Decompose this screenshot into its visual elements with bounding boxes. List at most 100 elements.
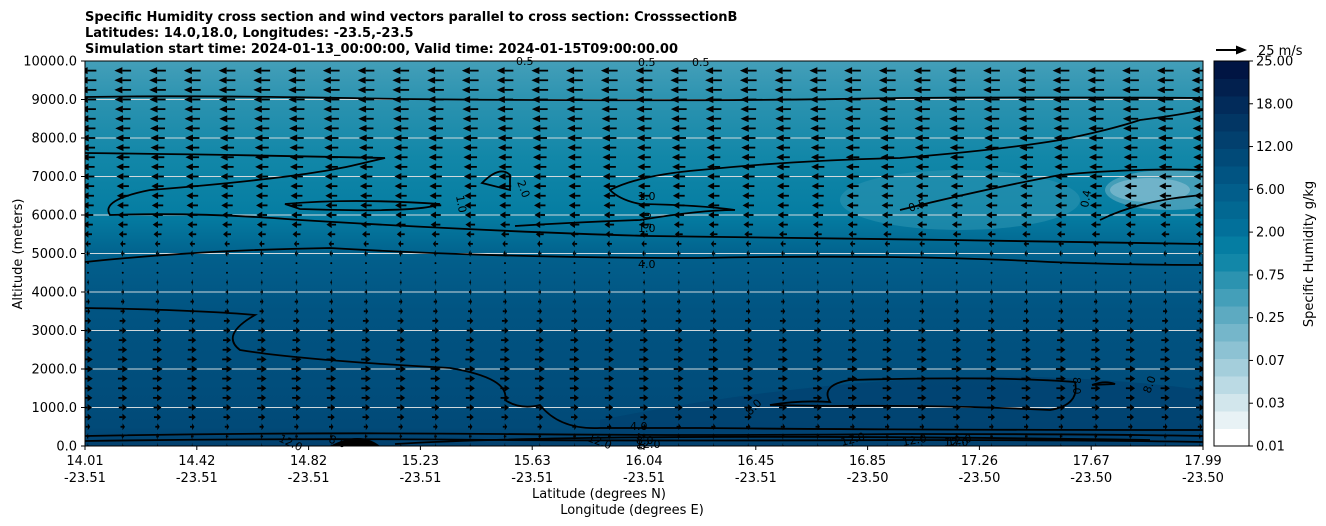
wind-vector-head (991, 317, 995, 325)
wind-vector (917, 355, 927, 363)
wind-vector (571, 317, 578, 325)
wind-vector (1060, 278, 1062, 286)
wind-vector (1021, 384, 1031, 392)
wind-vector (469, 271, 472, 274)
wind-vector (362, 230, 370, 238)
wind-vector-head (1123, 144, 1132, 152)
wind-vector-head (1122, 96, 1131, 103)
wind-vector-head (1025, 375, 1032, 383)
wind-vector-head (1025, 384, 1031, 392)
wind-vector-head (504, 384, 510, 392)
wind-vector (570, 394, 579, 402)
wind-vector (777, 211, 789, 219)
wind-vector (742, 211, 754, 219)
wind-vector-head (1130, 394, 1135, 402)
wind-vector (742, 201, 754, 209)
wind-vector (1195, 375, 1203, 383)
wind-vector-head (504, 327, 509, 334)
wind-vector (641, 423, 647, 431)
wind-vector-head (886, 317, 891, 325)
wind-vector (501, 327, 509, 334)
wind-vector (705, 67, 722, 75)
wind-vector (396, 230, 405, 238)
wind-vector (850, 307, 855, 315)
wind-vector (500, 375, 510, 383)
wind-vector-head (782, 298, 785, 306)
wind-vector-head (1129, 432, 1131, 440)
wind-vector (778, 384, 788, 392)
wind-vector-head (156, 432, 158, 440)
wind-vector (1198, 288, 1202, 296)
wind-vector (330, 262, 333, 265)
wind-vector (323, 134, 339, 142)
wind-vector-head (191, 404, 197, 411)
wind-vector (150, 163, 165, 171)
wind-vector-head (817, 327, 822, 334)
wind-vector (290, 173, 303, 180)
wind-vector (327, 230, 336, 238)
wind-vector-head (809, 67, 818, 75)
wind-vector (744, 336, 753, 344)
contour-label: 12.0 (839, 430, 866, 449)
wind-vector-head (739, 67, 748, 75)
wind-vector-head (1095, 394, 1101, 402)
wind-vector (226, 442, 228, 446)
wind-vector (673, 221, 684, 229)
wind-vector-head (748, 278, 750, 286)
wind-vector-head (330, 394, 336, 402)
wind-vector (255, 192, 268, 200)
wind-vector (913, 96, 931, 103)
colorbar-tick-label: 0.01 (1256, 440, 1285, 455)
wind-vector-head (574, 413, 579, 421)
wind-vector-head (115, 134, 124, 142)
wind-vector-head (812, 201, 819, 209)
wind-vector-head (574, 423, 577, 431)
wind-vector-head (1123, 153, 1132, 161)
wind-vector (1198, 298, 1202, 306)
wind-vector (394, 173, 408, 180)
wind-vector-head (331, 288, 333, 296)
wind-vector (396, 404, 405, 411)
wind-vector-head (253, 76, 262, 84)
wind-vector (295, 278, 298, 286)
wind-vector-head (85, 105, 89, 113)
wind-vector (811, 173, 825, 180)
wind-vector (983, 86, 1000, 94)
wind-vector (431, 413, 440, 421)
wind-vector (1157, 134, 1173, 142)
wind-vector (987, 413, 996, 421)
wind-vector (504, 262, 506, 265)
wind-vector (468, 298, 473, 306)
wind-vector-head (358, 105, 367, 113)
wind-vector (984, 134, 999, 142)
wind-vector (87, 262, 89, 265)
wind-vector (85, 76, 97, 84)
wind-vector (363, 307, 369, 315)
wind-vector (917, 375, 927, 383)
wind-vector-head (991, 404, 996, 411)
wind-vector-head (122, 317, 126, 325)
wind-vector-head (1198, 250, 1201, 257)
wind-vector-head (392, 67, 401, 75)
wind-vector-head (568, 173, 576, 180)
wind-vector (534, 375, 545, 383)
wind-vector (1191, 67, 1203, 75)
wind-vector (464, 201, 476, 209)
wind-vector (427, 76, 444, 84)
wind-vector (601, 124, 617, 132)
wind-vector (1196, 404, 1203, 411)
wind-vector-head (296, 384, 302, 392)
wind-vector (1123, 153, 1138, 161)
wind-vector-head (672, 182, 680, 190)
wind-vector (672, 182, 685, 190)
wind-vector-head (609, 288, 611, 296)
wind-vector (503, 250, 507, 257)
wind-vector-head (427, 96, 436, 103)
wind-vector (330, 278, 333, 286)
wind-vector-head (566, 105, 575, 113)
colorbar-segment (1214, 306, 1249, 324)
wind-vector-head (882, 221, 888, 229)
wind-vector-head (643, 365, 650, 373)
wind-vector-head (574, 346, 579, 354)
wind-vector-head (1192, 144, 1201, 152)
